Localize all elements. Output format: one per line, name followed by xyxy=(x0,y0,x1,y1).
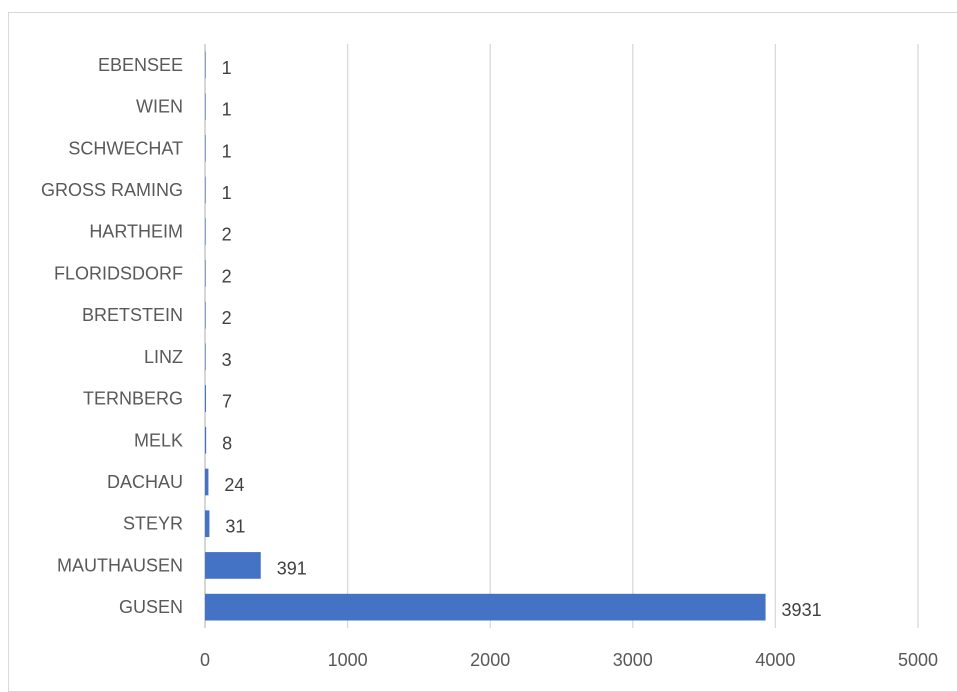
bar xyxy=(205,218,206,246)
category-label: GROSS RAMING xyxy=(41,180,183,200)
category-label: FLORIDSDORF xyxy=(54,263,183,283)
data-label: 3931 xyxy=(782,600,822,620)
category-label: SCHWECHAT xyxy=(68,138,183,158)
bar xyxy=(205,593,766,621)
x-tick-label: 4000 xyxy=(755,650,795,670)
category-label: BRETSTEIN xyxy=(82,305,183,325)
bar xyxy=(205,51,206,79)
data-label: 1 xyxy=(222,183,232,203)
data-label: 2 xyxy=(222,308,232,328)
bar xyxy=(205,510,210,538)
category-label: TERNBERG xyxy=(83,389,183,409)
x-tick-label: 1000 xyxy=(328,650,368,670)
category-label: MELK xyxy=(134,430,183,450)
bar xyxy=(205,93,206,120)
bar xyxy=(205,426,207,454)
category-label: WIEN xyxy=(136,97,183,117)
bar xyxy=(205,552,261,579)
data-label: 8 xyxy=(222,433,232,453)
data-label: 7 xyxy=(222,392,232,412)
x-tick-label: 0 xyxy=(200,650,210,670)
data-label: 3 xyxy=(222,350,232,370)
data-label: 1 xyxy=(222,58,232,78)
x-tick-label: 5000 xyxy=(898,650,938,670)
data-label: 31 xyxy=(225,517,245,537)
data-label: 24 xyxy=(224,475,244,495)
category-label: LINZ xyxy=(144,347,183,367)
category-label: GUSEN xyxy=(119,597,183,617)
category-label: DACHAU xyxy=(107,472,183,492)
x-tick-label: 3000 xyxy=(613,650,653,670)
data-label: 2 xyxy=(222,225,232,245)
data-label: 1 xyxy=(222,141,232,161)
category-label: HARTHEIM xyxy=(89,222,183,242)
bar xyxy=(205,260,206,287)
category-label: EBENSEE xyxy=(98,55,183,75)
data-label: 2 xyxy=(222,266,232,286)
chart-frame xyxy=(8,12,957,692)
bar xyxy=(205,343,206,371)
category-label: MAUTHAUSEN xyxy=(57,555,183,575)
category-label: STEYR xyxy=(123,514,183,534)
bar xyxy=(205,385,206,412)
bar xyxy=(205,301,206,329)
bar xyxy=(205,176,206,204)
bar xyxy=(205,134,206,162)
bar xyxy=(205,468,209,496)
data-label: 1 xyxy=(222,100,232,120)
x-tick-label: 2000 xyxy=(470,650,510,670)
data-label: 391 xyxy=(277,558,307,578)
